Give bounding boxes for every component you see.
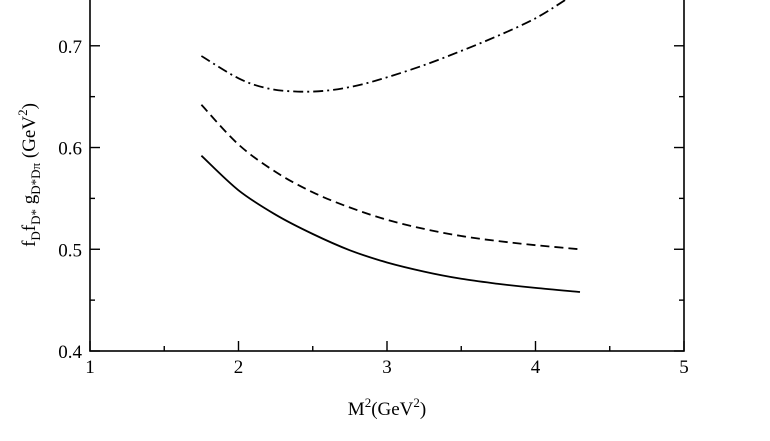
y-label-sub2: D* (28, 209, 43, 225)
y-label-unit: (GeV (19, 116, 40, 163)
x-tick-label: 2 (234, 357, 244, 378)
dashed-curve (200, 104, 581, 251)
svg-text:fDfD* gD*Dπ (GeV2): fDfD* gD*Dπ (GeV2) (15, 103, 43, 247)
y-label-f1: f (19, 240, 40, 247)
y-tick-label: 0.6 (58, 139, 82, 160)
axis-ticks: 1 2 3 4 5 0.4 0.5 0.6 0.7 (58, 37, 689, 378)
x-axis-label: M2(GeV2) (348, 395, 426, 420)
x-label-mid: (GeV (371, 399, 413, 420)
x-label-sup2: 2 (413, 395, 420, 410)
y-label-g: g (19, 194, 40, 209)
x-tick-label: 1 (85, 357, 95, 378)
solid-curve (200, 155, 581, 293)
x-tick-label: 3 (382, 357, 392, 378)
y-tick-label: 0.4 (58, 342, 82, 363)
y-tick-label: 0.7 (58, 37, 82, 58)
series-layer (200, 0, 581, 293)
dashdot-curve (200, 0, 566, 93)
x-label-end: ) (420, 399, 426, 420)
plot-frame (89, 0, 685, 352)
y-label-unit-sup: 2 (15, 109, 30, 116)
x-tick-label: 5 (679, 357, 689, 378)
y-label-unit-end: ) (19, 103, 40, 109)
y-label-sub1: D (28, 231, 43, 240)
x-tick-label: 4 (531, 357, 541, 378)
y-axis-label: fDfD* gD*Dπ (GeV2) (15, 103, 43, 247)
y-label-f2: f (19, 224, 40, 231)
x-label-sup1: 2 (365, 395, 372, 410)
svg-text:M2(GeV2): M2(GeV2) (348, 395, 426, 420)
y-tick-label: 0.5 (58, 240, 82, 261)
y-label-subg: D*Dπ (28, 162, 43, 194)
x-label-base: M (348, 399, 365, 420)
